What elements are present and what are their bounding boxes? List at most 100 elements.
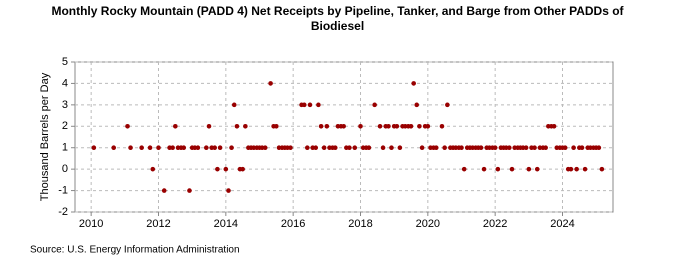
data-point bbox=[408, 123, 414, 129]
data-point bbox=[461, 166, 467, 172]
data-point bbox=[358, 123, 363, 129]
y-tick-label: 1 bbox=[62, 142, 68, 154]
y-tick-label: -2 bbox=[58, 206, 68, 218]
data-point bbox=[341, 123, 346, 129]
data-point bbox=[366, 145, 372, 151]
data-point bbox=[316, 102, 321, 108]
data-point bbox=[156, 145, 161, 151]
data-point bbox=[394, 123, 400, 129]
x-tick-label: 2020 bbox=[416, 218, 440, 230]
data-point bbox=[215, 166, 220, 172]
data-point bbox=[571, 145, 576, 151]
data-point bbox=[352, 145, 358, 151]
data-point bbox=[128, 145, 133, 151]
data-point bbox=[229, 145, 234, 151]
data-point bbox=[459, 145, 464, 151]
x-tick-label: 2022 bbox=[483, 218, 507, 230]
data-point bbox=[318, 123, 324, 129]
data-point bbox=[507, 145, 512, 151]
y-tick-label: 0 bbox=[62, 163, 68, 175]
data-point bbox=[419, 145, 425, 151]
data-point bbox=[234, 123, 240, 129]
x-tick-label: 2016 bbox=[281, 218, 305, 230]
data-point bbox=[262, 145, 268, 151]
data-point bbox=[372, 102, 377, 108]
data-point bbox=[243, 123, 248, 129]
data-point bbox=[534, 166, 540, 172]
data-point bbox=[543, 145, 548, 151]
data-point bbox=[509, 166, 515, 172]
data-point bbox=[173, 123, 178, 129]
data-point bbox=[389, 145, 394, 151]
data-point bbox=[347, 145, 352, 151]
data-point bbox=[147, 145, 153, 151]
data-point bbox=[111, 145, 117, 151]
data-point bbox=[425, 123, 431, 129]
data-point bbox=[170, 145, 175, 151]
data-point bbox=[223, 166, 229, 172]
data-point bbox=[481, 166, 487, 172]
data-point bbox=[125, 123, 130, 129]
data-point bbox=[305, 145, 310, 151]
x-tick-label: 2010 bbox=[79, 218, 103, 230]
y-tick-label: 4 bbox=[62, 77, 68, 89]
data-point bbox=[226, 188, 231, 193]
x-tick-label: 2024 bbox=[550, 218, 574, 230]
y-tick-label: 5 bbox=[62, 56, 68, 68]
data-point bbox=[268, 81, 273, 86]
data-point bbox=[442, 145, 447, 151]
data-point bbox=[288, 145, 293, 151]
data-point bbox=[313, 145, 319, 151]
data-point bbox=[181, 145, 187, 151]
data-point bbox=[526, 166, 532, 172]
data-point bbox=[307, 102, 313, 108]
data-point bbox=[204, 145, 209, 151]
data-point bbox=[332, 145, 338, 151]
data-point bbox=[91, 145, 97, 151]
data-point bbox=[301, 102, 307, 108]
data-point bbox=[380, 145, 386, 151]
data-point bbox=[433, 145, 439, 151]
data-point bbox=[377, 123, 383, 129]
chart-title: Monthly Rocky Mountain (PADD 4) Net Rece… bbox=[51, 4, 624, 33]
data-point bbox=[274, 123, 279, 129]
data-point bbox=[596, 145, 602, 151]
y-tick-label: -1 bbox=[58, 184, 68, 196]
data-point bbox=[417, 123, 422, 129]
data-point bbox=[411, 81, 416, 86]
data-point bbox=[150, 166, 156, 172]
data-point bbox=[579, 145, 585, 151]
data-point bbox=[321, 145, 327, 151]
x-tick-label: 2012 bbox=[146, 218, 170, 230]
data-point bbox=[445, 102, 450, 108]
data-point bbox=[439, 123, 445, 129]
data-point bbox=[206, 123, 212, 129]
data-point bbox=[582, 166, 588, 172]
data-point bbox=[414, 102, 420, 108]
data-point bbox=[532, 145, 537, 151]
data-point bbox=[599, 166, 605, 172]
source-note: Source: U.S. Energy Information Administ… bbox=[30, 245, 240, 256]
plot-frame bbox=[74, 61, 614, 213]
data-point bbox=[568, 166, 574, 172]
data-point bbox=[562, 145, 568, 151]
x-tick-label: 2018 bbox=[348, 218, 372, 230]
data-point bbox=[231, 102, 237, 108]
data-point bbox=[240, 166, 245, 172]
y-axis-label: Thousand Barrels per Day bbox=[39, 72, 51, 201]
y-tick-label: 3 bbox=[62, 99, 68, 111]
data-point bbox=[161, 188, 167, 193]
data-point bbox=[212, 145, 218, 151]
data-point bbox=[495, 166, 501, 172]
data-point bbox=[574, 166, 579, 172]
data-point bbox=[386, 123, 391, 129]
data-point bbox=[324, 123, 330, 129]
data-point bbox=[492, 145, 498, 151]
data-point bbox=[217, 145, 223, 151]
y-tick-label: 2 bbox=[62, 120, 68, 132]
data-point bbox=[187, 188, 192, 193]
data-point bbox=[139, 145, 144, 151]
x-tick-label: 2014 bbox=[214, 218, 238, 230]
